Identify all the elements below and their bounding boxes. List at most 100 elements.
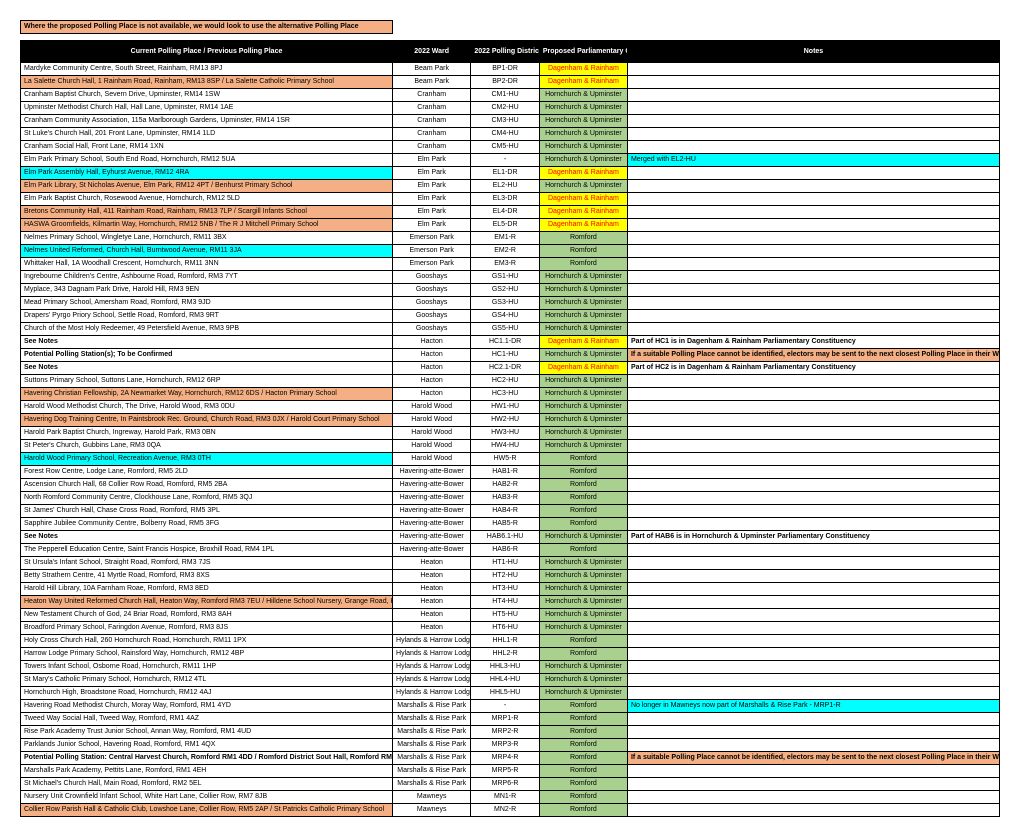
cell-district: HC2-HU [471, 375, 540, 388]
cell-notes [627, 674, 999, 687]
cell-constituency: Romford [539, 232, 627, 245]
cell-ward: Hylands & Harrow Lodge [393, 661, 471, 674]
cell-polling-place: Harrow Lodge Primary School, Rainsford W… [21, 648, 393, 661]
cell-ward: Cranham [393, 115, 471, 128]
cell-ward: Heaton [393, 570, 471, 583]
cell-ward: Elm Park [393, 167, 471, 180]
cell-district: EL4-DR [471, 206, 540, 219]
cell-ward: Elm Park [393, 193, 471, 206]
cell-ward: Elm Park [393, 154, 471, 167]
cell-notes [627, 258, 999, 271]
cell-ward: Hylands & Harrow Lodge [393, 674, 471, 687]
cell-constituency: Romford [539, 648, 627, 661]
col-district: 2022 Polling District [471, 41, 540, 63]
cell-ward: Harold Wood [393, 401, 471, 414]
cell-polling-place: Suttons Primary School, Suttons Lane, Ho… [21, 375, 393, 388]
cell-district: HW4-HU [471, 440, 540, 453]
cell-notes [627, 193, 999, 206]
cell-notes [627, 76, 999, 89]
table-row: Broadford Primary School, Faringdon Aven… [21, 622, 1000, 635]
cell-polling-place: Sapphire Jubilee Community Centre, Bolbe… [21, 518, 393, 531]
header-note: Where the proposed Polling Place is not … [21, 21, 393, 34]
cell-polling-place: Whittaker Hall, 1A Woodhall Crescent, Ho… [21, 258, 393, 271]
cell-district: HHL2-R [471, 648, 540, 661]
cell-constituency: Hornchurch & Upminster [539, 414, 627, 427]
cell-polling-place: Bretons Community Hall, 411 Rainham Road… [21, 206, 393, 219]
table-row: See NotesHactonHC1.1-DRDagenham & Rainha… [21, 336, 1000, 349]
col-ward: 2022 Ward [393, 41, 471, 63]
table-row: Harrow Lodge Primary School, Rainsford W… [21, 648, 1000, 661]
cell-district: BP2-DR [471, 76, 540, 89]
table-row: Havering Dog Training Centre, In Paintsb… [21, 414, 1000, 427]
cell-notes [627, 648, 999, 661]
cell-notes [627, 791, 999, 804]
cell-notes [627, 596, 999, 609]
cell-constituency: Dagenham & Rainham [539, 206, 627, 219]
cell-ward: Heaton [393, 622, 471, 635]
cell-polling-place: Parklands Junior School, Havering Road, … [21, 739, 393, 752]
cell-district: MRP2-R [471, 726, 540, 739]
cell-polling-place: Drapers' Pyrgo Priory School, Settle Roa… [21, 310, 393, 323]
cell-polling-place: Elm Park Baptist Church, Rosewood Avenue… [21, 193, 393, 206]
table-row: St Peter's Church, Gubbins Lane, RM3 0QA… [21, 440, 1000, 453]
cell-polling-place: Mead Primary School, Amersham Road, Romf… [21, 297, 393, 310]
cell-notes [627, 609, 999, 622]
cell-constituency: Hornchurch & Upminster [539, 622, 627, 635]
table-row: Parklands Junior School, Havering Road, … [21, 739, 1000, 752]
cell-district: HT2-HU [471, 570, 540, 583]
cell-district: HAB6.1-HU [471, 531, 540, 544]
cell-ward: Beam Park [393, 63, 471, 76]
cell-district: BP1-DR [471, 63, 540, 76]
cell-polling-place: Mardyke Community Centre, South Street, … [21, 63, 393, 76]
cell-constituency: Hornchurch & Upminster [539, 440, 627, 453]
cell-district: GS3-HU [471, 297, 540, 310]
table-row: Forest Row Centre, Lodge Lane, Romford, … [21, 466, 1000, 479]
cell-notes [627, 401, 999, 414]
table-row: Towers Infant School, Osborne Road, Horn… [21, 661, 1000, 674]
cell-ward: Gooshays [393, 271, 471, 284]
cell-constituency: Hornchurch & Upminster [539, 388, 627, 401]
cell-constituency: Hornchurch & Upminster [539, 89, 627, 102]
cell-constituency: Hornchurch & Upminster [539, 115, 627, 128]
cell-notes [627, 544, 999, 557]
table-row: Cranham Community Association, 115a Marl… [21, 115, 1000, 128]
table-row: Elm Park Library, St Nicholas Avenue, El… [21, 180, 1000, 193]
cell-district: HAB2-R [471, 479, 540, 492]
cell-polling-place: Havering Road Methodist Church, Moray Wa… [21, 700, 393, 713]
cell-district: HW5-R [471, 453, 540, 466]
cell-notes [627, 219, 999, 232]
cell-polling-place: Elm Park Primary School, South End Road,… [21, 154, 393, 167]
cell-district: CM1-HU [471, 89, 540, 102]
col-notes: Notes [627, 41, 999, 63]
cell-constituency: Romford [539, 505, 627, 518]
cell-constituency: Hornchurch & Upminster [539, 102, 627, 115]
cell-polling-place: See Notes [21, 336, 393, 349]
cell-notes [627, 427, 999, 440]
cell-notes [627, 518, 999, 531]
cell-district: HAB6-R [471, 544, 540, 557]
table-row: Elm Park Baptist Church, Rosewood Avenue… [21, 193, 1000, 206]
table-row: Heaton Way United Reformed Church Hall, … [21, 596, 1000, 609]
cell-district: EL5-DR [471, 219, 540, 232]
cell-notes [627, 583, 999, 596]
cell-district: MN2-R [471, 804, 540, 817]
cell-polling-place: St Ursula's Infant School, Straight Road… [21, 557, 393, 570]
cell-polling-place: Ingrebourne Children's Centre, Ashbourne… [21, 271, 393, 284]
cell-district: MRP5-R [471, 765, 540, 778]
cell-polling-place: New Testament Church of God, 24 Briar Ro… [21, 609, 393, 622]
table-row: Hornchurch High, Broadstone Road, Hornch… [21, 687, 1000, 700]
table-row: The Pepperell Education Centre, Saint Fr… [21, 544, 1000, 557]
cell-constituency: Romford [539, 804, 627, 817]
cell-district: HAB1-R [471, 466, 540, 479]
cell-constituency: Dagenham & Rainham [539, 167, 627, 180]
cell-notes [627, 804, 999, 817]
cell-district: CM5-HU [471, 141, 540, 154]
table-row: Myplace, 343 Dagnam Park Drive, Harold H… [21, 284, 1000, 297]
cell-constituency: Hornchurch & Upminster [539, 583, 627, 596]
cell-ward: Cranham [393, 89, 471, 102]
cell-ward: Havering-atte-Bower [393, 531, 471, 544]
table-row: Elm Park Assembly Hall, Eyhurst Avenue, … [21, 167, 1000, 180]
cell-district: MRP4-R [471, 752, 540, 765]
cell-district: HAB3-R [471, 492, 540, 505]
cell-constituency: Romford [539, 245, 627, 258]
